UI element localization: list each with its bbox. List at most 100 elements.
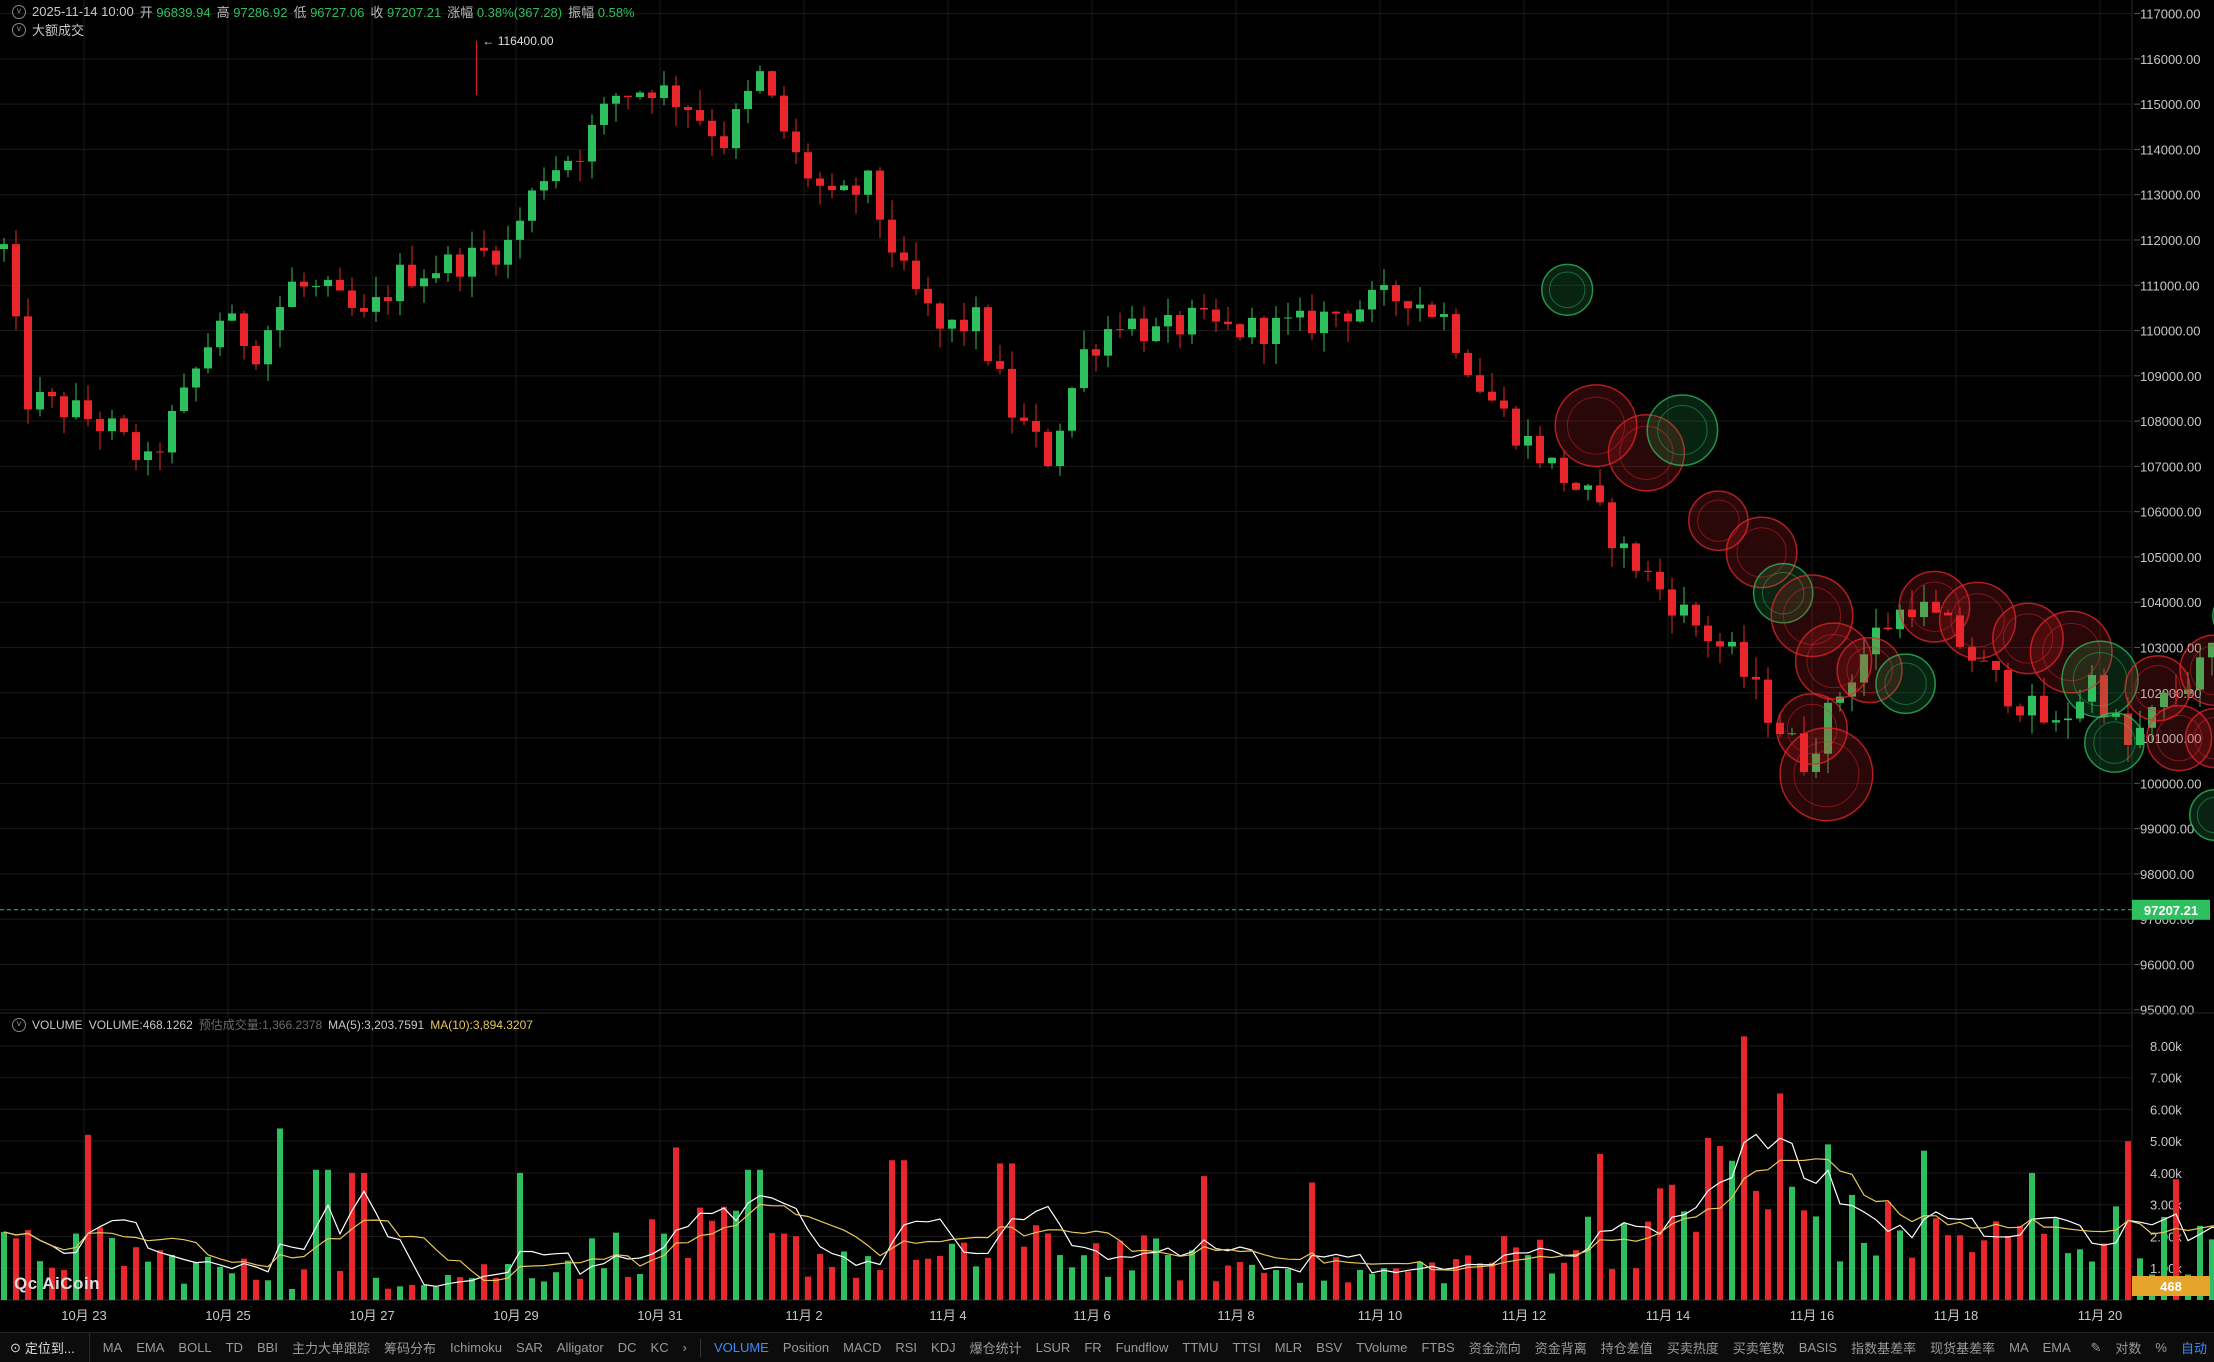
volume-bar (277, 1128, 283, 1300)
sub-indicator-23[interactable]: MA (2002, 1340, 2036, 1355)
candle-body (180, 387, 188, 411)
candle-body (72, 400, 80, 417)
sub-indicator-15[interactable]: 资金流向 (1462, 1338, 1528, 1357)
candle-body (960, 320, 968, 331)
x-tick-label: 11月 18 (1934, 1308, 1979, 1323)
volume-bar (433, 1287, 439, 1300)
candle-body (36, 392, 44, 410)
price-tick-label: 116000.00 (2140, 52, 2201, 67)
overlay-indicator-2[interactable]: BOLL (171, 1340, 218, 1355)
sub-indicator-13[interactable]: TVolume (1349, 1340, 1414, 1355)
volume-bar (313, 1170, 319, 1300)
price-tick-label: 111000.00 (2140, 278, 2200, 293)
sub-indicator-24[interactable]: EMA (2036, 1340, 2078, 1355)
volume-bar (1933, 1218, 1939, 1300)
candle-body (720, 136, 728, 148)
sub-indicator-4[interactable]: KDJ (924, 1340, 963, 1355)
sub-indicator-18[interactable]: 买卖热度 (1660, 1338, 1726, 1357)
candle-body (1440, 314, 1448, 317)
overlay-indicator-9[interactable]: Alligator (550, 1340, 611, 1355)
candle-body (672, 85, 680, 107)
candle-body (1716, 641, 1724, 646)
volume-bar (2005, 1236, 2011, 1300)
sub-indicator-22[interactable]: 现货基差率 (1923, 1338, 2002, 1357)
candle-body (876, 171, 884, 220)
edit-icon[interactable]: ✎ (2084, 1340, 2109, 1356)
sub-indicator-1[interactable]: Position (776, 1340, 836, 1355)
candle-body (1332, 312, 1340, 314)
sub-indicator-14[interactable]: FTBS (1414, 1340, 1461, 1355)
volume-bar (205, 1257, 211, 1300)
volume-bar (1321, 1281, 1327, 1300)
volume-info-bar: ˅ VOLUME VOLUME:468.1262 预估成交量:1,366.237… (12, 1016, 533, 1033)
overlay-indicator-6[interactable]: 筹码分布 (377, 1338, 443, 1357)
candle-body (1032, 421, 1040, 432)
candle-body (1548, 458, 1556, 464)
scale-auto[interactable]: 自动 (2174, 1338, 2214, 1357)
sub-indicator-7[interactable]: FR (1077, 1340, 1108, 1355)
candle-body (1428, 305, 1436, 317)
overlay-indicator-11[interactable]: KC (644, 1340, 676, 1355)
chart[interactable]: 117000.00116000.00115000.00114000.001130… (0, 0, 2214, 1332)
scale-log[interactable]: 对数 (2108, 1338, 2148, 1357)
overlay-indicator-5[interactable]: 主力大单跟踪 (285, 1338, 377, 1357)
candle-body (1092, 349, 1100, 355)
candle-body (1656, 572, 1664, 590)
overlay-indicator-0[interactable]: MA (96, 1340, 130, 1355)
candle-body (1176, 315, 1184, 334)
locate-button[interactable]: ⊙定位到... (0, 1333, 90, 1362)
candle-body (1620, 543, 1628, 548)
volume-tick-label: 8.00k (2150, 1039, 2182, 1054)
candle-body (252, 346, 260, 364)
candle-body (576, 161, 584, 162)
sub-indicator-21[interactable]: 指数基差率 (1844, 1338, 1923, 1357)
collapse-icon[interactable]: ˅ (12, 1018, 26, 1032)
amp-value: 0.58% (598, 5, 635, 20)
price-tick-label: 108000.00 (2140, 414, 2201, 429)
x-tick-label: 11月 14 (1646, 1308, 1691, 1323)
sub-indicator-11[interactable]: MLR (1268, 1340, 1309, 1355)
candle-body (156, 451, 164, 452)
overlay-indicator-4[interactable]: BBI (250, 1340, 285, 1355)
volume-bar (397, 1286, 403, 1300)
volume-bar (1993, 1221, 1999, 1300)
sub-indicator-17[interactable]: 持仓差值 (1594, 1338, 1660, 1357)
sub-indicator-2[interactable]: MACD (836, 1340, 888, 1355)
volume-bar (1357, 1270, 1363, 1300)
sub-indicator-12[interactable]: BSV (1309, 1340, 1349, 1355)
sub-indicator-0[interactable]: VOLUME (707, 1340, 776, 1355)
volume-bar (1297, 1283, 1303, 1300)
volume-bar (1057, 1255, 1063, 1300)
candle-body (492, 251, 500, 265)
sub-indicator-10[interactable]: TTSI (1226, 1340, 1268, 1355)
sub-indicator-6[interactable]: LSUR (1029, 1340, 1078, 1355)
sub-indicator-8[interactable]: Fundflow (1109, 1340, 1176, 1355)
sub-indicator-19[interactable]: 买卖笔数 (1726, 1338, 1792, 1357)
sub-indicator-9[interactable]: TTMU (1175, 1340, 1225, 1355)
x-tick-label: 10月 23 (61, 1308, 107, 1323)
volume-bar (385, 1289, 391, 1300)
candle-body (264, 330, 272, 364)
x-tick-label: 11月 4 (929, 1308, 966, 1323)
volume-bar (1417, 1262, 1423, 1300)
sub-indicator-16[interactable]: 资金背离 (1528, 1338, 1594, 1357)
collapse-icon[interactable]: ˅ (12, 23, 26, 37)
overlay-indicator-8[interactable]: SAR (509, 1340, 550, 1355)
candle-body (588, 125, 596, 162)
more-indicators-button[interactable]: › (676, 1340, 694, 1355)
x-tick-label: 10月 25 (205, 1308, 251, 1323)
sub-indicator-5[interactable]: 爆仓统计 (963, 1338, 1029, 1357)
sub-indicator-20[interactable]: BASIS (1792, 1340, 1844, 1355)
overlay-indicator-10[interactable]: DC (611, 1340, 644, 1355)
volume-bar (517, 1173, 523, 1300)
volume-bar (1261, 1273, 1267, 1300)
volume-bar (1549, 1273, 1555, 1300)
collapse-icon[interactable]: ˅ (12, 5, 26, 19)
overlay-indicator-3[interactable]: TD (219, 1340, 250, 1355)
candle-body (816, 178, 824, 185)
overlay-indicator-7[interactable]: Ichimoku (443, 1340, 509, 1355)
sub-indicator-3[interactable]: RSI (888, 1340, 924, 1355)
overlay-indicator-1[interactable]: EMA (129, 1340, 171, 1355)
scale-percent[interactable]: % (2148, 1340, 2174, 1355)
volume-bar (853, 1278, 859, 1300)
